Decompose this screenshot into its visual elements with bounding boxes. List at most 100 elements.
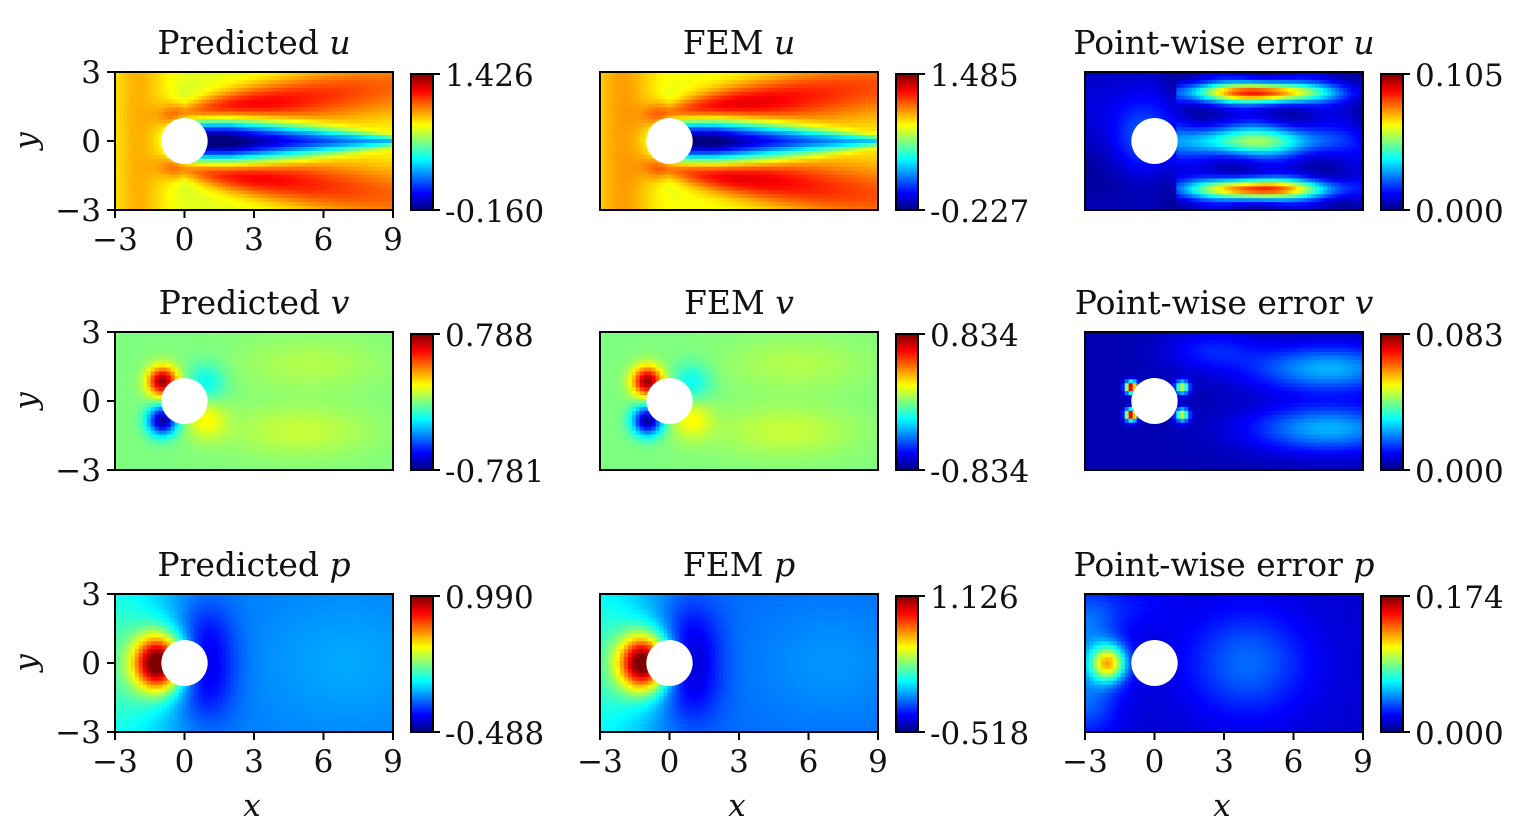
- axes-frame: [1084, 71, 1364, 211]
- panel-v-err: Point-wise error v 0.083 0.000: [1075, 283, 1504, 490]
- panel-title: Predicted p: [157, 545, 350, 584]
- colorbar-min-label: -0.834: [930, 454, 1029, 490]
- title-text: FEM: [683, 545, 774, 584]
- title-variable: v: [331, 283, 350, 322]
- y-tick-label: 0: [81, 646, 101, 682]
- x-axis-label: x: [1213, 788, 1231, 824]
- panel-v-fem: FEM v 0.834 -0.834: [599, 283, 1029, 490]
- title-variable: u: [329, 23, 350, 62]
- colorbar-max-label: 0.990: [445, 580, 534, 616]
- x-axis-label: x: [728, 788, 746, 824]
- y-tick-label: 3: [81, 55, 101, 91]
- colorbar-max-label: 1.426: [445, 58, 534, 94]
- y-axis-label: y: [8, 654, 44, 674]
- cylinder-obstacle: [1131, 378, 1178, 424]
- title-text: Predicted: [157, 23, 329, 62]
- colorbar-min-label: -0.160: [445, 194, 544, 230]
- colorbar: [1380, 595, 1404, 733]
- colorbar-min-label: -0.488: [445, 716, 544, 752]
- colorbar: [410, 333, 434, 471]
- x-axis-label: x: [243, 788, 261, 824]
- title-text: Point-wise error: [1073, 545, 1353, 584]
- x-tick-label: 0: [175, 744, 195, 780]
- title-variable: p: [1353, 545, 1374, 584]
- field-raster: [1085, 594, 1363, 732]
- x-tick-label: 6: [1284, 744, 1304, 780]
- x-tick-label: 0: [175, 222, 195, 258]
- title-text: FEM: [684, 283, 775, 322]
- panel-u-err: Point-wise error u 0.105 0.000: [1073, 23, 1503, 230]
- x-tick-label: 6: [314, 222, 334, 258]
- panel-title: FEM v: [684, 283, 794, 322]
- axes-frame: [599, 331, 879, 471]
- colorbar-max-label: 1.485: [930, 58, 1019, 94]
- y-axis-label: y: [8, 392, 44, 412]
- cylinder-obstacle: [161, 640, 208, 686]
- axes-frame: [1084, 331, 1364, 471]
- colorbar-max-label: 0.083: [1415, 318, 1504, 354]
- title-text: Predicted: [157, 545, 329, 584]
- field-raster: [115, 332, 393, 470]
- x-tick-label: 9: [868, 744, 888, 780]
- title-variable: u: [774, 23, 795, 62]
- panel-p-pred: Predicted p 3 0 −3 y −3 0 3 6 9 x 0.990 -0.488: [8, 545, 544, 824]
- colorbar-min-label: -0.781: [445, 454, 544, 490]
- field-raster: [115, 594, 393, 732]
- cylinder-obstacle: [161, 378, 208, 424]
- title-text: Point-wise error: [1075, 283, 1355, 322]
- x-tick-label: 6: [314, 744, 334, 780]
- field-raster: [1085, 72, 1363, 210]
- field-raster: [600, 72, 878, 210]
- y-axis-label: y: [8, 132, 44, 152]
- colorbar: [410, 73, 434, 211]
- y-tick-label: 0: [81, 384, 101, 420]
- panel-title: Point-wise error p: [1073, 545, 1374, 584]
- cylinder-obstacle: [646, 640, 693, 686]
- colorbar-max-label: 0.834: [930, 318, 1019, 354]
- x-tick-label: −3: [1062, 744, 1108, 780]
- panel-title: Predicted v: [159, 283, 350, 322]
- title-variable: p: [774, 545, 795, 584]
- title-text: FEM: [683, 23, 774, 62]
- title-variable: p: [329, 545, 350, 584]
- cylinder-obstacle: [1131, 640, 1178, 686]
- x-tick-label: 0: [1145, 744, 1165, 780]
- panel-u-pred: Predicted u 3 0 −3 y −3 0 3 6 9 1.426 -0.160: [8, 23, 544, 258]
- colorbar: [410, 595, 434, 733]
- cylinder-obstacle: [646, 118, 693, 164]
- x-tick-label: 9: [383, 222, 403, 258]
- y-tick-label: 3: [81, 315, 101, 351]
- x-tick-label: −3: [577, 744, 623, 780]
- colorbar-min-label: -0.227: [930, 194, 1029, 230]
- x-tick-label: 3: [244, 744, 264, 780]
- panel-p-fem: FEM p −3 0 3 6 9 x 1.126 -0.518: [577, 545, 1029, 824]
- x-tick-label: −3: [92, 744, 138, 780]
- x-tick-label: 3: [244, 222, 264, 258]
- panel-v-pred: Predicted v 3 0 −3 y 0.788 -0.781: [8, 283, 544, 490]
- cylinder-obstacle: [161, 118, 208, 164]
- cylinder-obstacle: [1131, 118, 1178, 164]
- x-tick-label: 9: [1353, 744, 1373, 780]
- title-text: Point-wise error: [1073, 23, 1353, 62]
- panel-title: FEM p: [683, 545, 795, 584]
- colorbar: [895, 333, 919, 471]
- title-variable: v: [775, 283, 794, 322]
- colorbar: [1380, 333, 1404, 471]
- panel-p-err: Point-wise error p −3 0 3 6 9 x 0.174 0.000: [1062, 545, 1504, 824]
- y-tick-label: 0: [81, 124, 101, 160]
- colorbar-min-label: 0.000: [1415, 194, 1504, 230]
- x-tick-label: 0: [660, 744, 680, 780]
- colorbar-max-label: 0.788: [445, 318, 534, 354]
- panel-title: FEM u: [683, 23, 796, 62]
- x-tick-label: 3: [1214, 744, 1234, 780]
- colorbar-min-label: 0.000: [1415, 716, 1504, 752]
- panel-title: Point-wise error u: [1073, 23, 1374, 62]
- colorbar-max-label: 0.174: [1415, 580, 1504, 616]
- x-tick-label: 6: [799, 744, 819, 780]
- colorbar: [1380, 73, 1404, 211]
- cylinder-obstacle: [646, 378, 693, 424]
- y-tick-label: −3: [55, 715, 101, 751]
- colorbar-max-label: 0.105: [1415, 58, 1504, 94]
- axes-frame: [599, 71, 879, 211]
